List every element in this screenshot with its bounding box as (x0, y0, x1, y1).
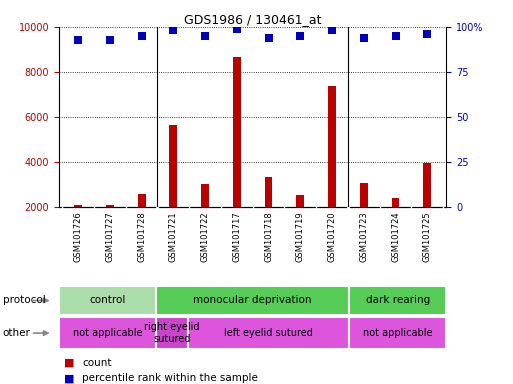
Bar (349, 286, 446, 315)
Text: monocular deprivation: monocular deprivation (193, 295, 312, 306)
Point (391, 33, 400, 39)
Bar (59, 317, 156, 349)
Point (423, 31, 431, 37)
Point (106, 36, 114, 43)
Bar (156, 317, 188, 349)
Text: count: count (82, 358, 112, 368)
Text: GSM101719: GSM101719 (296, 211, 305, 262)
Point (137, 33, 146, 39)
Bar (156, 286, 349, 315)
Bar (137, 194, 146, 253)
Point (201, 33, 209, 39)
Text: GSM101727: GSM101727 (105, 211, 114, 262)
Bar (188, 317, 349, 349)
Bar (328, 86, 336, 253)
Bar (349, 317, 446, 349)
Point (233, 26, 241, 32)
Text: percentile rank within the sample: percentile rank within the sample (82, 373, 258, 383)
Title: GDS1986 / 130461_at: GDS1986 / 130461_at (184, 13, 322, 26)
Bar (169, 125, 177, 253)
Text: dark rearing: dark rearing (366, 295, 430, 306)
Point (169, 27, 177, 33)
Point (360, 35, 368, 41)
Text: protocol: protocol (3, 295, 45, 306)
Text: GSM101717: GSM101717 (232, 211, 241, 262)
Text: GSM101724: GSM101724 (391, 211, 400, 262)
Text: GSM101718: GSM101718 (264, 211, 273, 262)
Bar (59, 286, 156, 315)
Text: right eyelid
sutured: right eyelid sutured (144, 322, 200, 344)
Text: other: other (3, 328, 30, 338)
Bar (297, 195, 304, 253)
Text: GSM101721: GSM101721 (169, 211, 178, 262)
Bar (360, 182, 368, 253)
Bar (265, 177, 272, 253)
Text: GSM101722: GSM101722 (201, 211, 209, 262)
Bar (74, 205, 82, 253)
Bar (233, 57, 241, 253)
Text: not applicable: not applicable (363, 328, 432, 338)
Point (74, 36, 82, 43)
Text: GSM101720: GSM101720 (327, 211, 337, 262)
Bar (391, 198, 400, 253)
Text: GSM101723: GSM101723 (359, 211, 368, 262)
Bar (423, 163, 431, 253)
Bar (106, 205, 114, 253)
Text: left eyelid sutured: left eyelid sutured (224, 328, 313, 338)
Text: GSM101725: GSM101725 (423, 211, 432, 262)
Text: control: control (89, 295, 126, 306)
Bar (201, 184, 209, 253)
Point (328, 27, 336, 33)
Point (296, 33, 304, 39)
Text: ■: ■ (64, 358, 74, 368)
Text: GSM101728: GSM101728 (137, 211, 146, 262)
Text: ■: ■ (64, 373, 74, 383)
Text: not applicable: not applicable (73, 328, 142, 338)
Point (264, 35, 272, 41)
Text: GSM101726: GSM101726 (73, 211, 83, 262)
